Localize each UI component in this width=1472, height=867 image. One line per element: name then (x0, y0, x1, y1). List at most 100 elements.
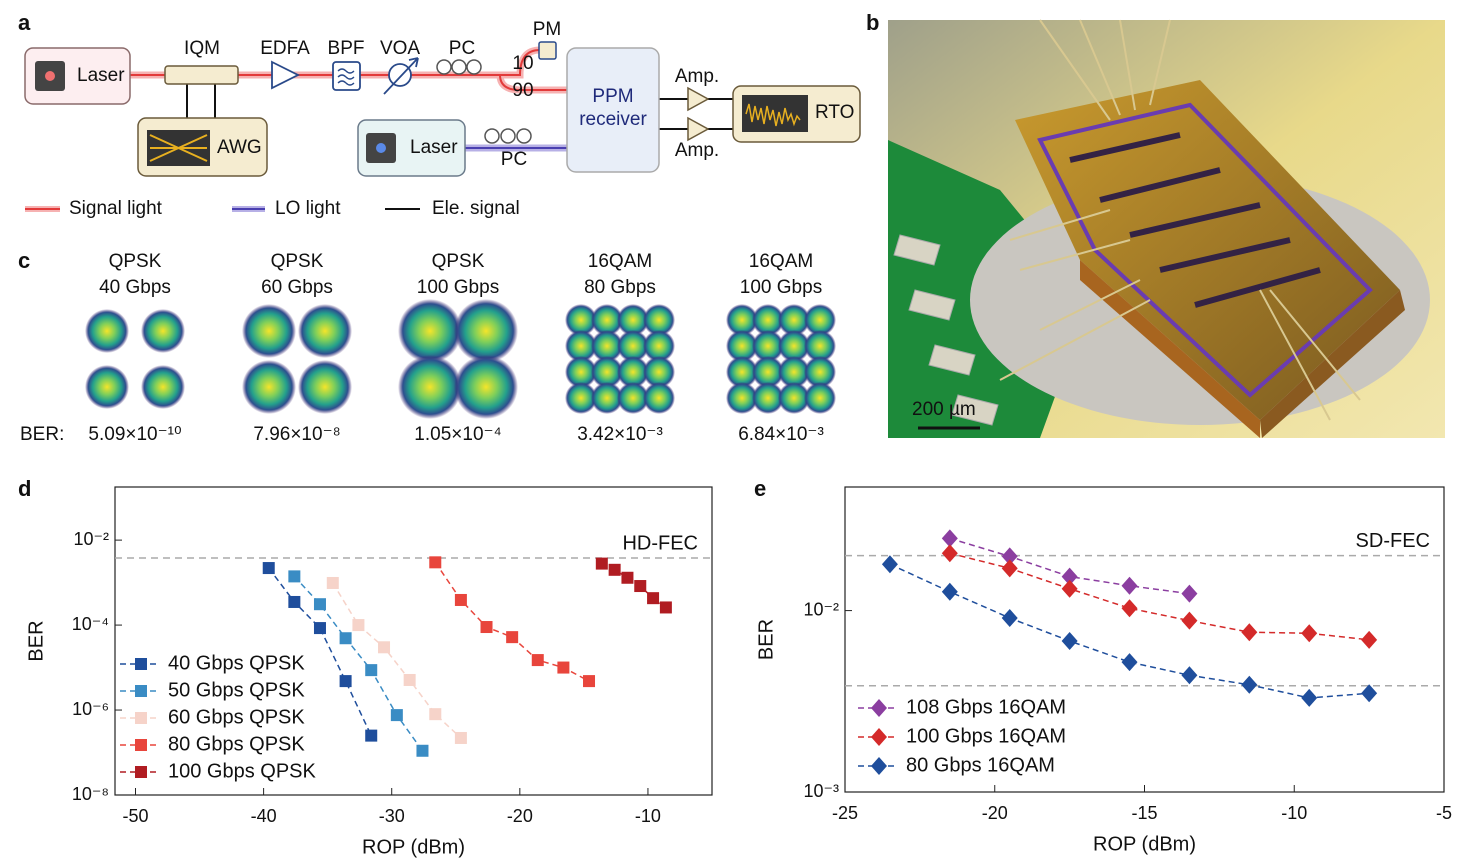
constellation-point (726, 356, 758, 388)
marker (941, 582, 958, 601)
marker (339, 632, 352, 645)
node-label: Amp. (675, 66, 719, 87)
marker (1001, 547, 1018, 566)
node-label: Laser (410, 137, 458, 158)
node-label: PPM (592, 86, 633, 107)
constellation-point (565, 382, 597, 414)
x-tick-label: -20 (982, 803, 1008, 823)
constellation-point (242, 304, 296, 358)
y-tick-label: 10⁻⁸ (72, 784, 109, 804)
x-tick-label: -50 (122, 806, 148, 826)
plot-frame (114, 486, 713, 796)
constellation-point (617, 330, 649, 362)
legend-marker (871, 757, 887, 775)
legend-label: 60 Gbps QPSK (168, 706, 305, 728)
legend-marker (871, 699, 887, 717)
node-label: RTO (815, 102, 854, 123)
marker (595, 557, 608, 570)
format-label: QPSK (432, 251, 485, 272)
x-tick-label: -30 (379, 806, 405, 826)
constellation-point (398, 355, 462, 419)
constellation-point (565, 330, 597, 362)
rate-label: 60 Gbps (261, 277, 333, 298)
y-tick-label: 10⁻² (803, 599, 839, 619)
legend-label: Ele. signal (432, 198, 520, 219)
marker (480, 621, 493, 634)
constellation-point (591, 382, 623, 414)
legend-label: 108 Gbps 16QAM (906, 696, 1066, 718)
marker (881, 555, 898, 574)
marker (1361, 630, 1378, 649)
setup-diagram: Laser IQM EDFA BPF VOA PC PM 10 90 PPM r… (24, 19, 861, 219)
node-label: Laser (77, 65, 125, 86)
marker (583, 675, 596, 688)
constellation-point (591, 356, 623, 388)
ber-value: 6.84×10⁻³ (738, 424, 824, 445)
format-label: 16QAM (588, 251, 652, 272)
marker (1121, 599, 1138, 618)
y-tick-label: 10⁻² (73, 529, 109, 549)
constellation-point (617, 382, 649, 414)
constellation-point (454, 299, 518, 363)
y-tick-label: 10⁻³ (803, 781, 839, 801)
marker (1061, 567, 1078, 586)
constellation-point (804, 304, 836, 336)
reference-label: HD-FEC (622, 532, 698, 554)
constellation-point (643, 304, 675, 336)
legend-label: 100 Gbps QPSK (168, 760, 317, 782)
scale-bar-label: 200 µm (912, 399, 976, 420)
constellation-point (804, 382, 836, 414)
marker (1361, 684, 1378, 703)
y-tick-label: 10⁻⁴ (72, 614, 109, 634)
node-label: Amp. (675, 140, 719, 161)
constellation-point (752, 356, 784, 388)
marker (634, 580, 647, 593)
constellation-point (617, 356, 649, 388)
legend-label: 40 Gbps QPSK (168, 652, 305, 674)
node-label: 10 (512, 53, 533, 74)
marker (1061, 631, 1078, 650)
constellation-point (752, 330, 784, 362)
marker (621, 571, 634, 584)
marker (313, 598, 326, 611)
marker (531, 654, 544, 667)
marker (941, 544, 958, 563)
marker (506, 631, 519, 644)
y-axis-label: BER (755, 619, 777, 660)
constellation-point (643, 356, 675, 388)
panel-label: b (866, 10, 879, 35)
constellation-point (643, 382, 675, 414)
format-label: 16QAM (749, 251, 813, 272)
marker (1301, 624, 1318, 643)
marker (659, 601, 672, 614)
rate-label: 80 Gbps (584, 277, 656, 298)
constellation-point (298, 304, 352, 358)
format-label: QPSK (271, 251, 324, 272)
panel-label: c (18, 248, 30, 273)
constellation-point (454, 355, 518, 419)
legend-label: Signal light (69, 198, 163, 219)
panel-label: d (18, 476, 31, 501)
x-tick-label: -40 (251, 806, 277, 826)
marker (1001, 609, 1018, 628)
rate-label: 100 Gbps (740, 277, 822, 298)
legend-marker (135, 658, 147, 670)
marker (608, 563, 621, 576)
marker (326, 576, 339, 589)
marker (454, 593, 467, 606)
constellation-point (141, 365, 185, 409)
chip-photo: 200 µm (888, 19, 1445, 438)
marker (1001, 559, 1018, 578)
constellation-point (752, 304, 784, 336)
constellation-point (643, 330, 675, 362)
marker (454, 731, 467, 744)
ber-value: 5.09×10⁻¹⁰ (88, 424, 181, 445)
ber-value: 7.96×10⁻⁸ (253, 424, 340, 445)
marker (365, 664, 378, 677)
marker (1241, 675, 1258, 694)
series-line (949, 552, 1370, 641)
rate-label: 40 Gbps (99, 277, 171, 298)
node-label: IQM (184, 38, 220, 59)
marker (647, 592, 660, 605)
